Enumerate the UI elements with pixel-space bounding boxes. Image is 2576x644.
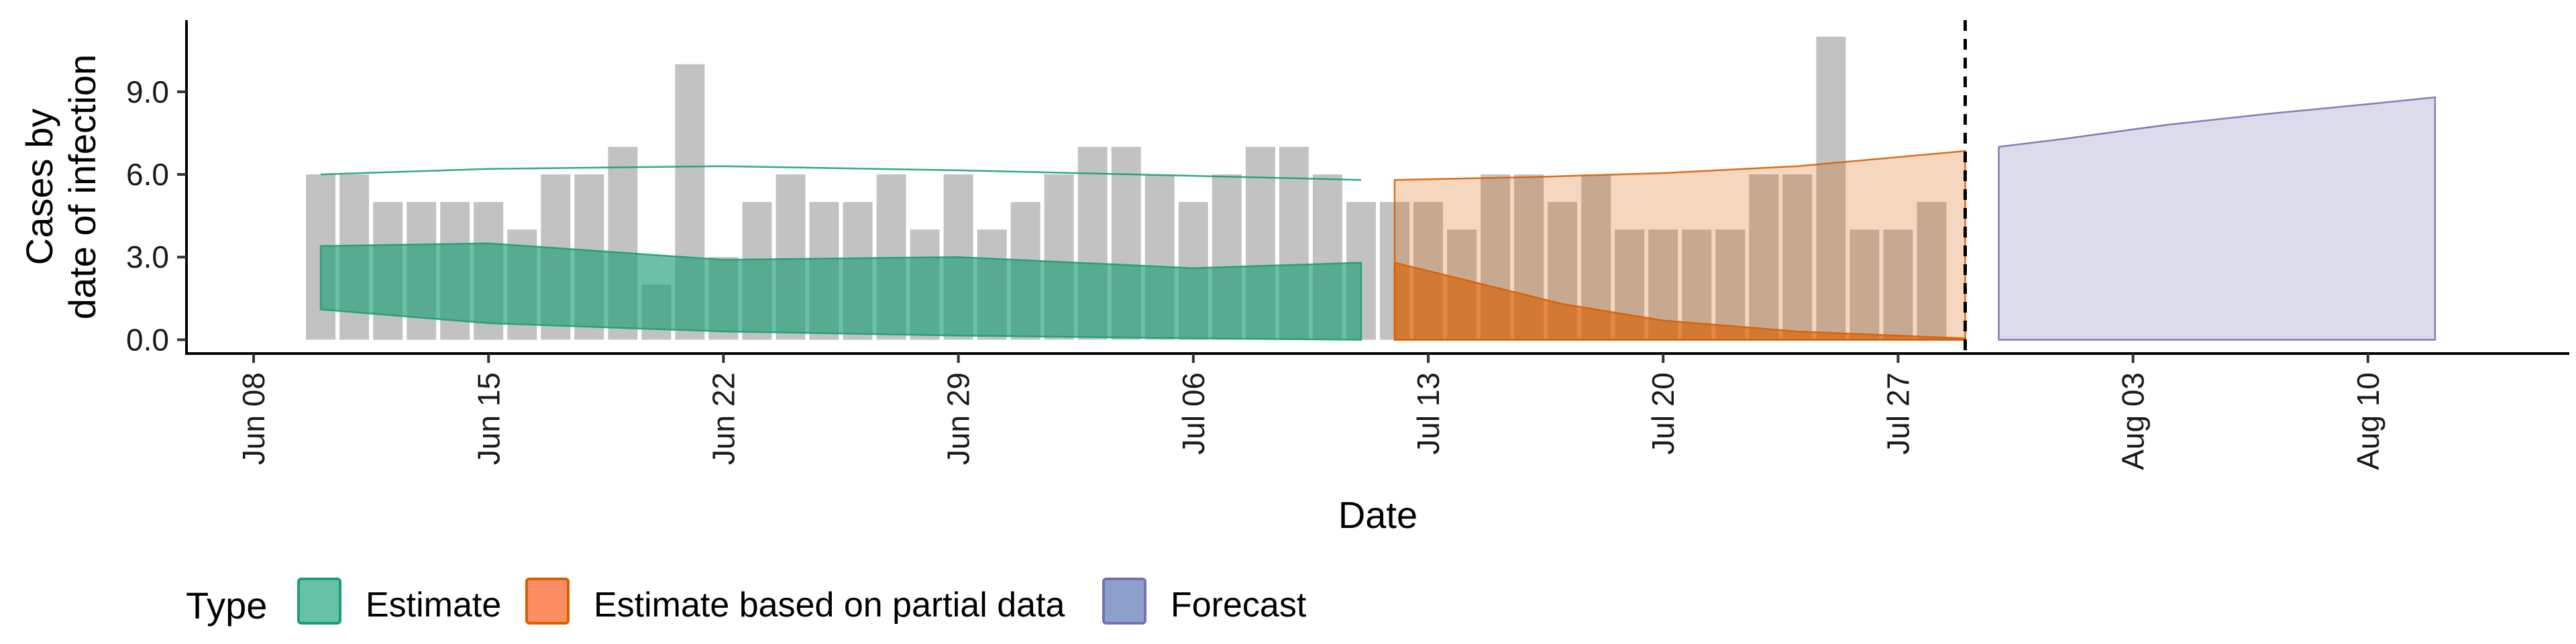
estimate-bands (319, 96, 2436, 341)
x-axis-title: Date (1338, 494, 1417, 536)
legend-swatch (297, 578, 341, 625)
legend-label: Estimate based on partial data (594, 586, 1065, 625)
axes (185, 20, 2569, 355)
x-tick-label: Jun 22 (706, 372, 741, 465)
band-forecast-0 (1998, 96, 2436, 341)
legend-swatch (1102, 578, 1146, 625)
y-tick-label: 9.0 (126, 74, 169, 109)
x-tick-label: Jun 15 (471, 372, 506, 465)
x-tick-label: Jul 13 (1411, 372, 1446, 455)
observed-bar (1749, 174, 1779, 340)
x-tick-label: Jul 06 (1176, 372, 1211, 455)
x-tick-label: Aug 10 (2351, 372, 2385, 470)
observed-bar (1782, 174, 1813, 340)
observed-bar (1816, 36, 1846, 340)
observed-bar (1917, 202, 1947, 340)
observed-bar (1849, 229, 1880, 340)
legend-swatch (525, 578, 570, 625)
y-tick-label: 3.0 (126, 239, 169, 274)
observed-bar (1682, 229, 1712, 340)
y-tick-label: 6.0 (126, 157, 169, 192)
x-tick-label: Jul 20 (1646, 372, 1680, 455)
y-axis-ticks: 0.0 3.0 6.0 9.0 (126, 74, 186, 357)
x-tick-label: Jun 29 (941, 372, 976, 465)
legend-label: Forecast (1171, 586, 1307, 625)
y-axis-title-line-1: Cases by (18, 109, 60, 265)
x-tick-label: Jun 08 (236, 372, 271, 465)
observed-bar (1715, 229, 1746, 340)
x-tick-label: Jul 27 (1880, 372, 1915, 455)
x-tick-label: Aug 03 (2116, 372, 2151, 470)
y-axis-title-line-2: date of infection (61, 54, 103, 319)
legend: Type Estimate Estimate based on partial d… (186, 578, 1307, 627)
observed-bar (1883, 229, 1913, 340)
x-axis-ticks: Jun 08 Jun 15 Jun 22 Jun 29 Jul 06 Jul 13 Jul … (236, 354, 2385, 470)
y-tick-label: 0.0 (126, 322, 169, 357)
legend-label: Estimate (366, 586, 501, 625)
band-estimate-1 (319, 242, 1362, 341)
legend-title: Type (186, 584, 267, 627)
band-estimate-0 (321, 165, 1362, 181)
